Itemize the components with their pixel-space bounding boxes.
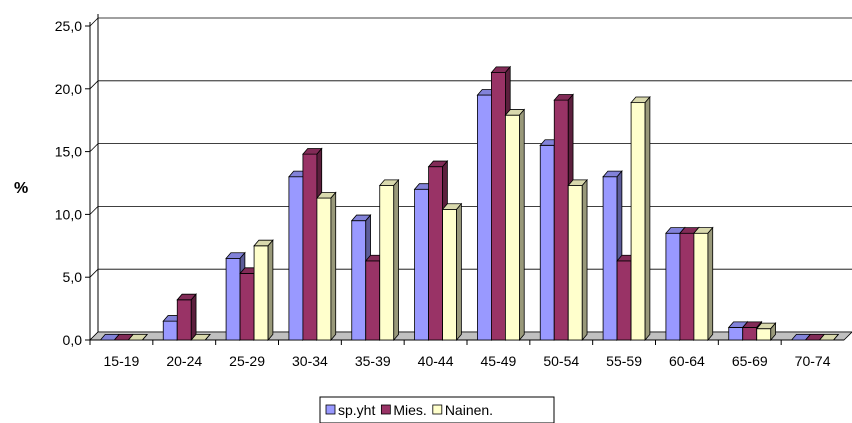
bar-front xyxy=(379,185,395,341)
legend-label: Nainen. xyxy=(445,402,493,418)
legend-label: Mies. xyxy=(393,402,426,418)
axis-layer: 0,0 5,0 10,0 15,0 20,0 25,0 15-19 20-24 25-29 30-… xyxy=(55,14,852,369)
bar xyxy=(127,333,149,341)
bar-front xyxy=(365,260,381,341)
bar-front xyxy=(693,232,709,341)
x-tick-label: 65-69 xyxy=(732,353,768,369)
bar xyxy=(378,178,400,342)
y-tick-label: 15,0 xyxy=(55,144,82,160)
bar-side xyxy=(833,334,839,341)
gridline-side xyxy=(89,143,99,152)
bar-side xyxy=(707,226,714,342)
y-tick-label: 25,0 xyxy=(55,18,82,34)
bar-side xyxy=(330,191,337,342)
gridline-side xyxy=(89,206,99,215)
gridline-side xyxy=(89,17,99,27)
bar-front xyxy=(477,94,492,341)
gridline-side xyxy=(89,268,99,278)
x-tick-label: 70-74 xyxy=(795,353,831,369)
x-tick-label: 30-34 xyxy=(292,353,328,369)
bar-front xyxy=(491,72,506,341)
bar-front xyxy=(665,232,681,341)
bar-front xyxy=(414,188,429,341)
x-tick-label: 40-44 xyxy=(418,353,454,369)
bar-side xyxy=(456,202,462,342)
bar-front xyxy=(428,166,443,341)
x-tick-label: 55-59 xyxy=(606,353,642,369)
bar-side xyxy=(770,322,776,342)
x-tick-label: 20-24 xyxy=(166,353,202,369)
bar-front xyxy=(630,102,646,341)
legend-swatch xyxy=(380,404,391,415)
bar xyxy=(316,191,337,342)
bar-front xyxy=(553,99,569,341)
bar-front xyxy=(567,185,583,341)
grid-layer xyxy=(89,17,852,341)
bar-side xyxy=(204,334,211,341)
legend: sp.yht Mies. Nainen. xyxy=(319,396,555,423)
bar-front xyxy=(176,299,192,341)
y-tick-label: 5,0 xyxy=(63,269,83,285)
bar-side xyxy=(190,293,197,342)
bar-front xyxy=(742,327,758,341)
bar-front xyxy=(442,208,457,341)
bar xyxy=(755,322,777,342)
bar-side xyxy=(519,108,525,342)
bar xyxy=(190,333,211,341)
bars-layer xyxy=(99,65,840,342)
bar-side xyxy=(142,334,148,341)
bar-front xyxy=(162,320,178,341)
bar-front xyxy=(539,144,555,341)
x-tick-label: 60-64 xyxy=(669,353,705,369)
x-tick-label: 50-54 xyxy=(543,353,579,369)
bar-front xyxy=(288,176,304,341)
bar xyxy=(818,333,840,341)
x-tick-label: 35-39 xyxy=(355,353,391,369)
y-tick-label: 10,0 xyxy=(55,206,82,222)
x-tick-label: 25-29 xyxy=(229,353,265,369)
bar-side xyxy=(393,178,399,342)
x-tick-label: 15-19 xyxy=(104,353,140,369)
bar-front xyxy=(505,114,520,341)
bar-front xyxy=(239,273,255,341)
bar-front xyxy=(679,232,695,341)
bar xyxy=(441,202,463,342)
legend-swatch xyxy=(325,404,336,415)
y-tick-label: 20,0 xyxy=(55,81,82,97)
bar-front xyxy=(728,327,744,341)
y-tick-label: 0,0 xyxy=(63,332,83,348)
bar-front xyxy=(225,257,241,341)
bar-side xyxy=(267,239,274,342)
bar-front xyxy=(253,245,269,341)
legend-swatch xyxy=(432,404,443,415)
bar xyxy=(630,95,651,342)
bar-front xyxy=(316,197,332,341)
bar-front xyxy=(302,153,318,341)
y-axis-label: % xyxy=(14,180,28,197)
bar-side xyxy=(581,178,588,342)
bar xyxy=(253,239,274,342)
legend-label: sp.yht xyxy=(338,402,375,418)
bar-front xyxy=(351,220,367,341)
x-tick-label: 45-49 xyxy=(481,353,517,369)
bar xyxy=(504,108,526,342)
gridline-side xyxy=(89,80,99,90)
bar xyxy=(567,178,588,342)
bar xyxy=(693,226,714,342)
bar-front xyxy=(616,260,632,341)
bar-front xyxy=(602,176,618,341)
bar-side xyxy=(644,95,651,342)
bar xyxy=(176,293,197,342)
bar-front xyxy=(756,328,772,341)
